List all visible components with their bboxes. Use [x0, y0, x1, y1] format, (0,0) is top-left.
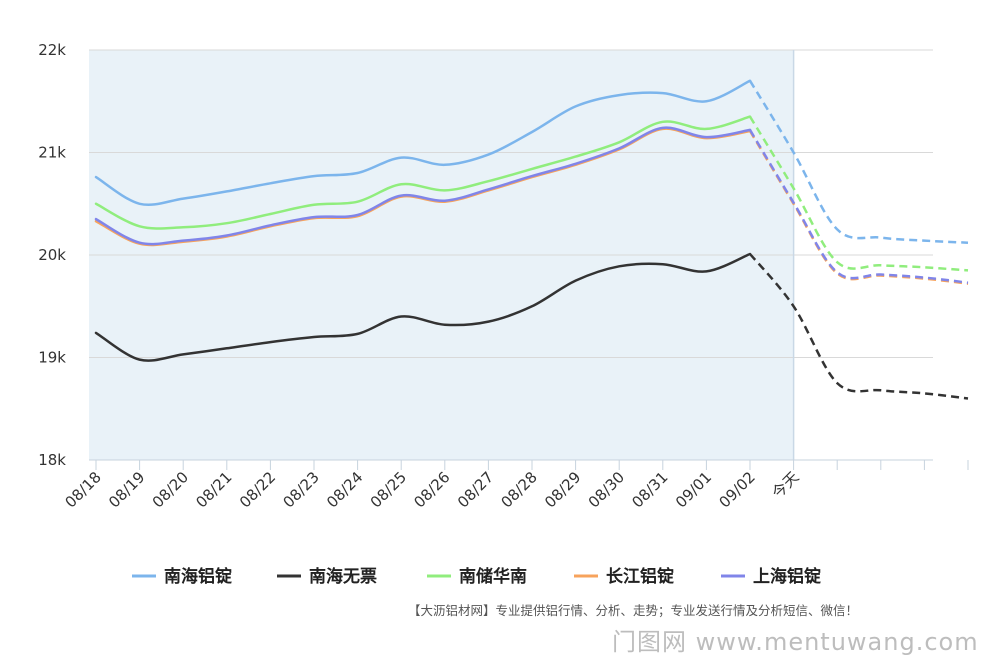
- legend-item-2[interactable]: 南储华南: [427, 566, 527, 587]
- x-tick-label: 08/23: [280, 468, 323, 511]
- legend-label: 长江铝锭: [606, 566, 674, 587]
- x-tick-label: 08/30: [585, 468, 628, 511]
- legend-item-1[interactable]: 南海无票: [277, 566, 377, 587]
- x-tick-label: 08/27: [454, 468, 497, 511]
- x-tick-label: 08/26: [410, 468, 453, 511]
- x-tick-label: 08/22: [236, 468, 279, 511]
- y-tick-label: 19k: [38, 349, 66, 367]
- site-watermark: 门图网 www.mentuwang.com: [612, 628, 979, 656]
- y-tick-label: 18k: [38, 451, 66, 469]
- x-tick-label: 09/01: [672, 468, 715, 511]
- legend-label: 南海铝锭: [164, 566, 232, 587]
- x-tick-label: 今天: [768, 468, 802, 502]
- series-forecast-line-4: [748, 129, 969, 284]
- x-tick-label: 09/02: [716, 468, 759, 511]
- x-tick-label: 08/20: [149, 468, 192, 511]
- legend[interactable]: 南海铝锭 南海无票 南储华南 长江铝锭 上海铝锭: [132, 566, 821, 587]
- series-line-1: [94, 252, 752, 362]
- legend-item-3[interactable]: 长江铝锭: [574, 566, 674, 587]
- series-forecast-line-0: [748, 80, 969, 244]
- footer-note: 【大沥铝材网】专业提供铝行情、分析、走势；专业发送行情及分析短信、微信！: [408, 603, 859, 618]
- legend-item-0[interactable]: 南海铝锭: [132, 566, 232, 587]
- x-tick-label: 08/21: [192, 468, 235, 511]
- series-forecast-line-2: [748, 115, 969, 272]
- series-line-2: [94, 115, 752, 230]
- legend-label: 南储华南: [459, 566, 527, 587]
- y-axis-ticks: 18k 19k 20k 21k 22k: [38, 41, 66, 469]
- legend-item-4[interactable]: 上海铝锭: [721, 566, 821, 587]
- x-tick-label: 08/29: [541, 468, 584, 511]
- x-tick-label: 08/25: [367, 468, 410, 511]
- series-line-0: [94, 79, 752, 207]
- series-forecast-line-1: [749, 253, 969, 400]
- x-axis-ticks: 08/18 08/19 08/20 08/21 08/22 08/23 08/24 08/25…: [62, 460, 969, 511]
- legend-label: 上海铝锭: [753, 566, 821, 587]
- y-tick-label: 20k: [38, 246, 66, 264]
- series-line-4: [94, 126, 752, 246]
- x-tick-label: 08/31: [628, 468, 671, 511]
- y-tick-label: 22k: [38, 41, 66, 59]
- x-tick-label: 08/19: [105, 468, 148, 511]
- y-tick-label: 21k: [38, 144, 66, 162]
- x-tick-label: 08/18: [62, 468, 105, 511]
- x-tick-label: 08/28: [498, 468, 541, 511]
- x-tick-label: 08/24: [323, 468, 366, 511]
- legend-label: 南海无票: [309, 566, 377, 587]
- series-lines: [94, 79, 969, 400]
